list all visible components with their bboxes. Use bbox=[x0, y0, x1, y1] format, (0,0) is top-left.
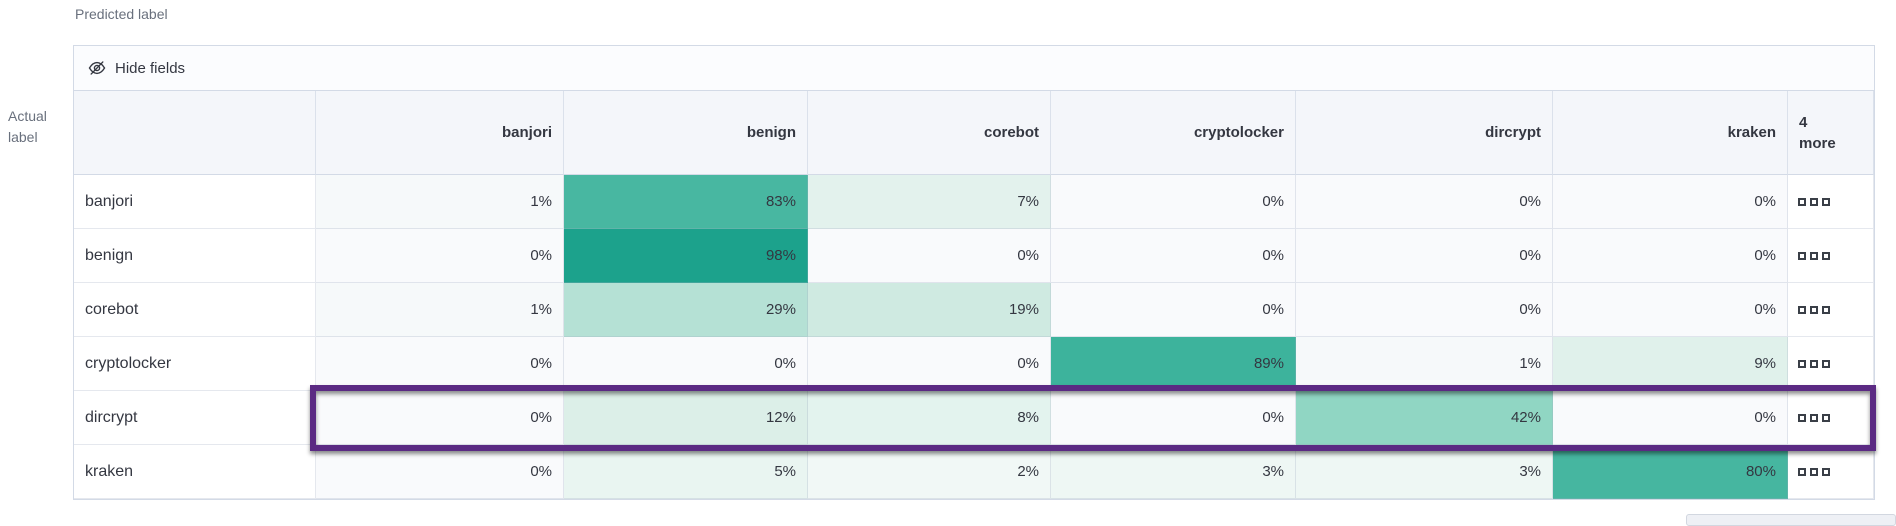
matrix-cell[interactable]: 1% bbox=[1296, 337, 1553, 391]
matrix-cell[interactable]: 9% bbox=[1553, 337, 1788, 391]
column-header-kraken: kraken bbox=[1553, 91, 1788, 175]
row-actions-button[interactable] bbox=[1788, 229, 1874, 283]
row-actions-button[interactable] bbox=[1788, 445, 1874, 499]
matrix-cell[interactable]: 2% bbox=[808, 445, 1051, 499]
matrix-cell[interactable]: 0% bbox=[1051, 283, 1296, 337]
matrix-cell[interactable]: 0% bbox=[1296, 175, 1553, 229]
row-label-kraken: kraken bbox=[74, 445, 316, 499]
matrix-cell[interactable]: 0% bbox=[564, 337, 808, 391]
row-actions-button[interactable] bbox=[1788, 391, 1874, 445]
confusion-matrix-panel: Hide fields banjori benign corebot cryptolo… bbox=[73, 45, 1876, 500]
row-label-corebot: corebot bbox=[74, 283, 316, 337]
eye-closed-icon bbox=[88, 61, 106, 75]
row-label-cryptolocker: cryptolocker bbox=[74, 337, 316, 391]
boxes-horizontal-icon bbox=[1798, 359, 1806, 368]
matrix-cell[interactable]: 0% bbox=[1553, 391, 1788, 445]
boxes-horizontal-icon bbox=[1822, 413, 1830, 422]
hide-fields-label: Hide fields bbox=[115, 59, 186, 77]
matrix-cell[interactable]: 0% bbox=[808, 229, 1051, 283]
column-header-dircrypt: dircrypt bbox=[1296, 91, 1553, 175]
more-header-line: 4 bbox=[1799, 113, 1808, 131]
corner-cell bbox=[74, 91, 316, 175]
column-header-more[interactable]: 4 more bbox=[1788, 91, 1874, 175]
actual-label: Actual label bbox=[8, 106, 47, 148]
matrix-cell[interactable]: 89% bbox=[1051, 337, 1296, 391]
row-label-banjori: banjori bbox=[74, 175, 316, 229]
more-header-line: more bbox=[1799, 134, 1836, 152]
boxes-horizontal-icon bbox=[1822, 197, 1830, 206]
matrix-cell[interactable]: 0% bbox=[1553, 283, 1788, 337]
boxes-horizontal-icon bbox=[1798, 413, 1806, 422]
matrix-cell[interactable]: 0% bbox=[316, 337, 564, 391]
matrix-cell[interactable]: 29% bbox=[564, 283, 808, 337]
matrix-cell[interactable]: 12% bbox=[564, 391, 808, 445]
row-actions-button[interactable] bbox=[1788, 283, 1874, 337]
boxes-horizontal-icon bbox=[1810, 413, 1818, 422]
matrix-cell[interactable]: 0% bbox=[1051, 229, 1296, 283]
column-header-cryptolocker: cryptolocker bbox=[1051, 91, 1296, 175]
matrix-cell[interactable]: 1% bbox=[316, 175, 564, 229]
row-label-dircrypt: dircrypt bbox=[74, 391, 316, 445]
row-actions-button[interactable] bbox=[1788, 337, 1874, 391]
boxes-horizontal-icon bbox=[1810, 467, 1818, 476]
matrix-cell[interactable]: 0% bbox=[1051, 175, 1296, 229]
row-actions-button[interactable] bbox=[1788, 175, 1874, 229]
boxes-horizontal-icon bbox=[1810, 359, 1818, 368]
matrix-cell[interactable]: 3% bbox=[1051, 445, 1296, 499]
matrix-cell[interactable]: 98% bbox=[564, 229, 808, 283]
boxes-horizontal-icon bbox=[1810, 251, 1818, 260]
actual-label-line1: Actual bbox=[8, 108, 47, 124]
matrix-cell[interactable]: 0% bbox=[808, 337, 1051, 391]
boxes-horizontal-icon bbox=[1822, 305, 1830, 314]
row-label-benign: benign bbox=[74, 229, 316, 283]
matrix-cell[interactable]: 83% bbox=[564, 175, 808, 229]
matrix-cell[interactable]: 0% bbox=[1296, 283, 1553, 337]
matrix-cell[interactable]: 0% bbox=[1553, 229, 1788, 283]
boxes-horizontal-icon bbox=[1798, 467, 1806, 476]
matrix-cell[interactable]: 7% bbox=[808, 175, 1051, 229]
column-header-corebot: corebot bbox=[808, 91, 1051, 175]
matrix-cell[interactable]: 0% bbox=[316, 391, 564, 445]
matrix-cell[interactable]: 1% bbox=[316, 283, 564, 337]
confusion-grid: banjori benign corebot cryptolocker dircrypt… bbox=[74, 91, 1874, 499]
column-header-benign: benign bbox=[564, 91, 808, 175]
matrix-cell[interactable]: 5% bbox=[564, 445, 808, 499]
predicted-label: Predicted label bbox=[75, 6, 168, 22]
boxes-horizontal-icon bbox=[1798, 197, 1806, 206]
matrix-cell[interactable]: 0% bbox=[316, 445, 564, 499]
matrix-cell[interactable]: 3% bbox=[1296, 445, 1553, 499]
boxes-horizontal-icon bbox=[1798, 251, 1806, 260]
boxes-horizontal-icon bbox=[1822, 467, 1830, 476]
boxes-horizontal-icon bbox=[1810, 305, 1818, 314]
matrix-cell[interactable]: 42% bbox=[1296, 391, 1553, 445]
matrix-cell[interactable]: 8% bbox=[808, 391, 1051, 445]
hide-fields-button[interactable]: Hide fields bbox=[74, 46, 1874, 91]
matrix-cell[interactable]: 0% bbox=[1296, 229, 1553, 283]
boxes-horizontal-icon bbox=[1810, 197, 1818, 206]
boxes-horizontal-icon bbox=[1822, 251, 1830, 260]
matrix-cell[interactable]: 80% bbox=[1553, 445, 1788, 499]
matrix-cell[interactable]: 0% bbox=[316, 229, 564, 283]
boxes-horizontal-icon bbox=[1798, 305, 1806, 314]
matrix-cell[interactable]: 0% bbox=[1051, 391, 1296, 445]
actual-label-line2: label bbox=[8, 129, 38, 145]
matrix-cell[interactable]: 19% bbox=[808, 283, 1051, 337]
column-header-banjori: banjori bbox=[316, 91, 564, 175]
horizontal-scrollbar[interactable] bbox=[1686, 514, 1896, 526]
boxes-horizontal-icon bbox=[1822, 359, 1830, 368]
matrix-cell[interactable]: 0% bbox=[1553, 175, 1788, 229]
